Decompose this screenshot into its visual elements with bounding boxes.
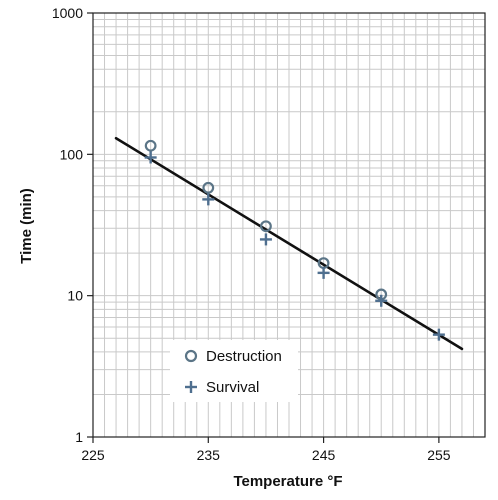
legend-survival-label: Survival bbox=[206, 379, 259, 396]
y-tick-label: 1 bbox=[75, 429, 83, 445]
survival-point bbox=[432, 328, 445, 341]
y-tick-label: 10 bbox=[67, 288, 83, 304]
x-tick-label: 225 bbox=[81, 447, 105, 463]
x-axis-title: Temperature °F bbox=[233, 473, 342, 490]
legend-destruction-marker bbox=[184, 349, 198, 363]
destruction-point bbox=[260, 220, 272, 233]
fit-line-group bbox=[114, 136, 464, 351]
destruction-point bbox=[144, 139, 157, 152]
survival-point bbox=[375, 294, 388, 307]
fit-line bbox=[114, 136, 464, 351]
survival-point bbox=[259, 233, 272, 246]
plot-frame bbox=[92, 12, 486, 438]
survival-point bbox=[144, 151, 157, 164]
data-points bbox=[144, 139, 445, 341]
legend-survival-marker bbox=[185, 381, 197, 393]
x-tick-label: 245 bbox=[312, 447, 336, 463]
y-tick-label: 100 bbox=[60, 146, 84, 162]
survival-point bbox=[202, 193, 215, 206]
x-tick-label: 235 bbox=[197, 447, 221, 463]
destruction-point bbox=[202, 181, 215, 194]
legend-destruction-label: Destruction bbox=[206, 348, 282, 365]
legend: Destruction Survival bbox=[170, 340, 298, 402]
survival-point bbox=[317, 266, 330, 279]
x-tick-label: 255 bbox=[427, 447, 451, 463]
y-axis-title: Time (min) bbox=[18, 188, 35, 264]
y-tick-label: 1000 bbox=[52, 5, 83, 21]
axis-ticks: 225 235 245 255 1 10 100 1000 bbox=[52, 5, 451, 463]
